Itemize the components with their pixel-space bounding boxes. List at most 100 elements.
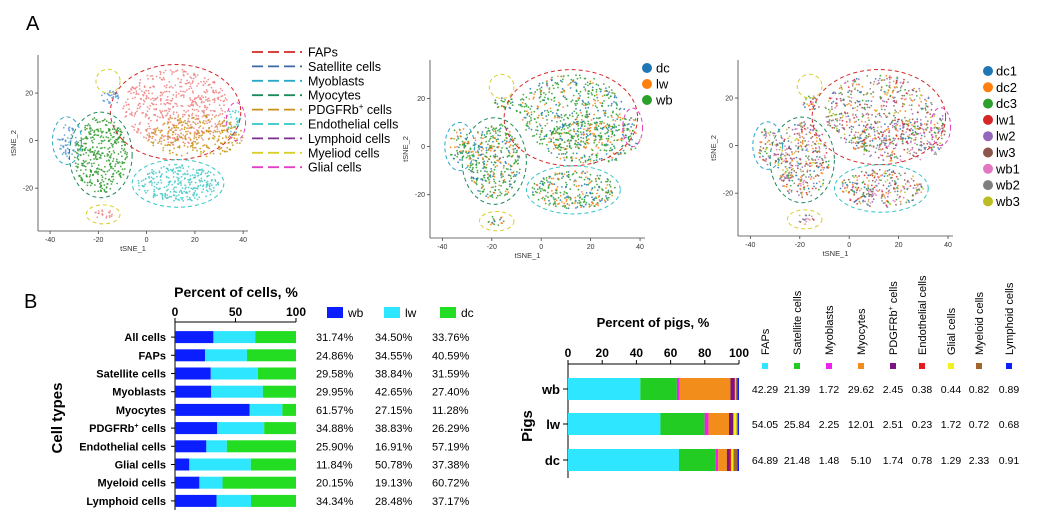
tsne-point xyxy=(552,137,555,139)
tsne-point xyxy=(588,113,591,116)
tsne-point xyxy=(138,82,141,84)
tsne-point xyxy=(796,190,799,193)
tsne-point xyxy=(544,93,547,96)
tsne-point xyxy=(193,133,196,135)
tsne-point xyxy=(212,131,215,134)
tsne-point xyxy=(895,122,897,125)
tsne-point xyxy=(915,192,917,195)
tsne-point xyxy=(479,190,481,193)
tsne-point xyxy=(567,173,570,176)
tsne-point xyxy=(223,150,226,153)
tsne-point xyxy=(884,202,886,204)
tsne-point xyxy=(765,148,768,150)
tsne-point xyxy=(546,122,549,125)
tsne-point xyxy=(846,124,848,127)
tsne-point xyxy=(580,121,582,124)
tsne-point xyxy=(538,186,541,188)
tsne-point xyxy=(784,171,787,174)
tsne-point xyxy=(226,99,228,101)
tsne-point xyxy=(156,119,158,122)
tsne-point xyxy=(594,135,597,138)
tsne-point xyxy=(89,158,92,161)
tsne-point xyxy=(191,90,194,93)
tsne-point xyxy=(468,154,471,157)
tsne-point xyxy=(75,165,78,168)
tsne-point xyxy=(184,136,187,138)
tsne-point xyxy=(608,97,610,99)
tsne-point xyxy=(568,114,571,117)
tsne-point xyxy=(203,144,206,146)
tsne-point xyxy=(84,128,87,131)
tsne-point xyxy=(804,140,806,142)
tsne-point xyxy=(494,128,496,131)
tsne-point xyxy=(576,202,579,204)
tsne-point xyxy=(589,124,592,126)
tsne-point xyxy=(600,122,603,125)
tsne-point xyxy=(560,146,562,149)
tsne-point xyxy=(887,152,889,155)
tsne-point xyxy=(576,116,579,118)
tsne-point xyxy=(538,192,541,195)
tsne-point xyxy=(806,184,809,187)
tsne-point xyxy=(477,189,479,192)
tsne-point xyxy=(191,99,194,102)
tsne-point xyxy=(609,125,611,128)
tsne-point xyxy=(568,125,571,128)
tsne-point xyxy=(865,137,868,140)
tsne-point xyxy=(613,147,616,150)
bar-wb xyxy=(175,494,217,507)
tsne-point xyxy=(888,131,890,134)
tsne-point xyxy=(221,124,224,127)
tsne-point xyxy=(884,138,886,141)
bar-lw xyxy=(213,331,256,344)
tsne-point xyxy=(501,140,504,143)
tsne-point xyxy=(68,128,70,131)
legend-label: Endothelial cells xyxy=(308,118,398,132)
tsne-point xyxy=(864,183,866,186)
tsne-point xyxy=(871,195,874,198)
tsne-point xyxy=(589,158,592,161)
data-label: 29.58% xyxy=(316,369,354,381)
tsne-point xyxy=(881,195,883,198)
tsne-point xyxy=(166,194,169,196)
tsne-point xyxy=(192,116,195,119)
tsne-point xyxy=(902,82,904,85)
tsne-point xyxy=(848,141,851,144)
tsne-point xyxy=(109,210,111,212)
tsne-point xyxy=(79,139,82,142)
tsne-point xyxy=(788,135,791,138)
tsne-point xyxy=(184,82,187,85)
tsne-point xyxy=(545,179,548,182)
tsne-point xyxy=(800,176,802,179)
tsne-point xyxy=(558,104,560,107)
tsne-point xyxy=(606,132,608,134)
bar-dc xyxy=(257,367,297,380)
tsne-point xyxy=(833,124,836,127)
tsne-point xyxy=(479,170,482,172)
tsne-point xyxy=(486,131,488,133)
tsne-point xyxy=(776,143,779,146)
tsne-point xyxy=(897,118,900,121)
tsne-point xyxy=(605,180,607,183)
tsne-point xyxy=(171,117,173,120)
tsne-point xyxy=(89,148,92,150)
tsne-point xyxy=(453,129,456,132)
tsne-point xyxy=(906,127,909,130)
tsne-point xyxy=(217,96,220,99)
tsne-point xyxy=(479,192,482,195)
tsne-point xyxy=(608,183,611,186)
tsne-point xyxy=(631,123,634,125)
tsne-point xyxy=(566,175,569,177)
tsne-point xyxy=(109,155,112,157)
tsne-point xyxy=(928,141,930,144)
tsne-point xyxy=(585,194,587,197)
tsne-point xyxy=(914,131,917,133)
tsne-point xyxy=(169,121,172,123)
tsne-point xyxy=(811,218,814,220)
tsne-point xyxy=(797,162,800,165)
tsne-point xyxy=(197,96,199,99)
tsne-point xyxy=(806,169,809,172)
tsne-point xyxy=(615,96,618,99)
tsne-point xyxy=(875,194,877,197)
tsne-point xyxy=(939,142,941,145)
